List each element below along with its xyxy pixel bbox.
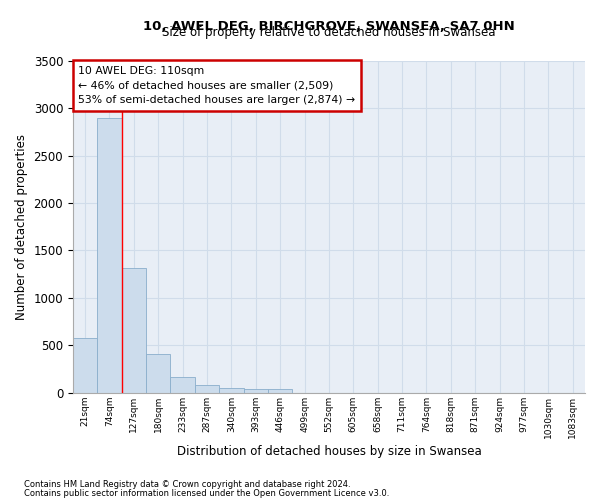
Text: Contains public sector information licensed under the Open Government Licence v3: Contains public sector information licen… (24, 490, 389, 498)
Bar (244, 389, 268, 392)
Bar (219, 388, 244, 392)
Bar (268, 389, 292, 392)
Bar (170, 376, 195, 392)
Bar (73, 338, 97, 392)
Text: Contains HM Land Registry data © Crown copyright and database right 2024.: Contains HM Land Registry data © Crown c… (24, 480, 350, 489)
Text: 10, AWEL DEG, BIRCHGROVE, SWANSEA, SA7 0HN: 10, AWEL DEG, BIRCHGROVE, SWANSEA, SA7 0… (143, 20, 515, 32)
X-axis label: Distribution of detached houses by size in Swansea: Distribution of detached houses by size … (176, 444, 481, 458)
Bar (122, 268, 146, 392)
Title: Size of property relative to detached houses in Swansea: Size of property relative to detached ho… (162, 26, 496, 38)
Bar (97, 118, 122, 392)
Bar (146, 354, 170, 393)
Text: 10 AWEL DEG: 110sqm
← 46% of detached houses are smaller (2,509)
53% of semi-det: 10 AWEL DEG: 110sqm ← 46% of detached ho… (78, 66, 355, 106)
Bar (195, 385, 219, 392)
Y-axis label: Number of detached properties: Number of detached properties (15, 134, 28, 320)
